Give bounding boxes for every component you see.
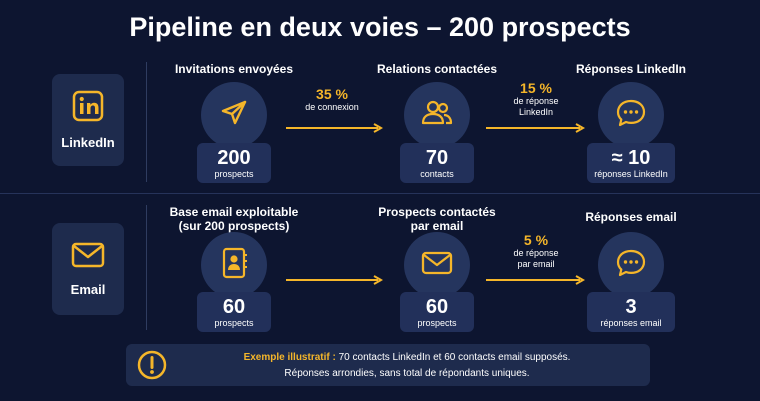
stage-value-box: 200 prospects — [197, 143, 271, 183]
send-icon — [219, 98, 249, 133]
stage-title: Réponses email — [585, 210, 677, 224]
stage-title-line: Base email exploitable — [169, 205, 299, 219]
flow-arrow — [286, 275, 384, 285]
conversion-rate: 15 % de réponse LinkedIn — [513, 80, 558, 118]
stage-title-line: (sur 200 prospects) — [178, 219, 290, 233]
stage-unit: prospects — [417, 317, 457, 328]
stage-value-box: 70 contacts — [400, 143, 474, 183]
stage-value-box: 60 prospects — [197, 292, 271, 332]
row-separator — [0, 193, 760, 194]
stage-icon-circle — [201, 82, 267, 148]
stage-icon-circle — [598, 82, 664, 148]
chat-bubble-icon — [615, 248, 647, 283]
stage-value: 3 — [625, 295, 637, 318]
stage-title: Invitations envoyées — [174, 62, 294, 76]
note-highlight: Exemple illustratif : — [243, 352, 336, 363]
rate-text: de réponse — [513, 248, 559, 258]
envelope-icon — [421, 250, 453, 281]
stage-value-box: 60 prospects — [400, 292, 474, 332]
stage-title: Prospects contactés par email — [378, 205, 495, 233]
flow-arrow — [486, 123, 586, 133]
rate-text: de connexion — [305, 102, 359, 112]
note-line-2: Réponses arrondies, sans total de répond… — [284, 368, 530, 379]
channel-linkedin: LinkedIn — [52, 74, 124, 166]
note-text: 70 contacts LinkedIn et 60 contacts emai… — [335, 352, 571, 363]
stage-value: 70 — [425, 146, 449, 169]
stage-icon-circle — [404, 82, 470, 148]
channel-label: LinkedIn — [61, 135, 115, 150]
linkedin-icon — [72, 90, 104, 127]
stage-value-box: ≈ 10 réponses LinkedIn — [587, 143, 675, 183]
channel-label: Email — [70, 282, 106, 297]
stage-title: Relations contactées — [376, 62, 498, 76]
stage-icon-circle — [598, 232, 664, 298]
channel-email: Email — [52, 223, 124, 315]
rate-percent: 15 % — [520, 80, 552, 96]
stage-title-line: par email — [410, 219, 464, 233]
stage-value-box: 3 réponses email — [587, 292, 675, 332]
rate-percent: 5 % — [523, 232, 549, 248]
stage-unit: réponses LinkedIn — [594, 168, 668, 179]
note-line-1: Exemple illustratif : 70 contacts Linked… — [174, 352, 640, 363]
illustrative-note: Exemple illustratif : 70 contacts Linked… — [126, 344, 650, 386]
conversion-rate: 5 % de réponse par email — [513, 232, 558, 270]
stage-title: Réponses LinkedIn — [575, 62, 687, 76]
email-row-divider — [146, 205, 147, 330]
rate-text: LinkedIn — [518, 107, 554, 117]
stage-value: ≈ 10 — [611, 146, 651, 169]
rate-text: de réponse — [513, 96, 559, 106]
stage-value: 60 — [222, 295, 246, 318]
rate-percent: 35 % — [316, 86, 348, 102]
stage-title: Base email exploitable (sur 200 prospect… — [170, 205, 299, 233]
flow-arrow — [286, 123, 384, 133]
rate-text: par email — [517, 259, 555, 269]
stage-unit: contacts — [420, 168, 454, 179]
stage-unit: prospects — [214, 317, 254, 328]
linkedin-row-divider — [146, 62, 147, 182]
envelope-icon — [71, 241, 105, 274]
contact-book-icon — [220, 247, 248, 284]
stage-title-line: Prospects contactés — [378, 205, 496, 219]
conversion-rate: 35 % de connexion — [305, 86, 359, 113]
stage-unit: prospects — [214, 168, 254, 179]
stage-icon-circle — [201, 232, 267, 298]
page-title: Pipeline en deux voies – 200 prospects — [129, 12, 631, 42]
stage-value: 200 — [217, 146, 251, 169]
stage-value: 60 — [425, 295, 449, 318]
chat-bubble-icon — [615, 98, 647, 133]
exclamation-icon — [136, 349, 168, 386]
users-icon — [420, 98, 454, 133]
stage-icon-circle — [404, 232, 470, 298]
stage-unit: réponses email — [600, 317, 662, 328]
flow-arrow — [486, 275, 586, 285]
